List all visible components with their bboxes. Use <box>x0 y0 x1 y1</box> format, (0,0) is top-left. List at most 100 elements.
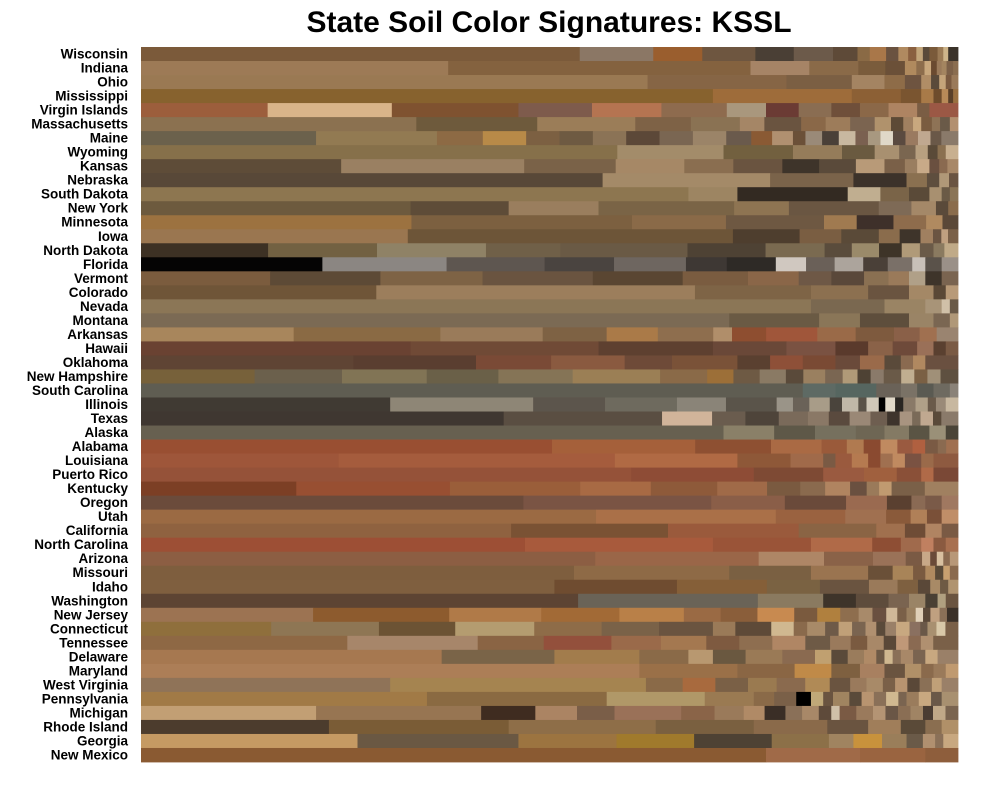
segment-connecticut-2 <box>378 621 456 637</box>
segment-georgia-12 <box>943 733 959 749</box>
segment-maine-23 <box>930 131 942 146</box>
segment-maryland-4 <box>831 663 861 679</box>
segment-arkansas-7 <box>732 327 767 342</box>
segment-kansas-12 <box>929 159 940 174</box>
row-minnesota: Minnesota <box>61 215 959 230</box>
row-alabama: Alabama <box>72 439 959 454</box>
segment-louisiana-3 <box>737 453 791 468</box>
segment-kentucky-8 <box>825 481 851 497</box>
segment-new-jersey-13 <box>886 607 898 623</box>
segment-alabama-7 <box>880 439 898 454</box>
segment-kentucky-2 <box>449 481 581 497</box>
label-tennessee: Tennessee <box>59 635 128 650</box>
segment-rhode-island-8 <box>925 719 943 735</box>
segment-north-dakota-11 <box>919 243 934 258</box>
segment-tennessee-17 <box>933 635 959 651</box>
segment-louisiana-0 <box>141 453 340 468</box>
segment-rhode-island-0 <box>141 719 330 735</box>
segment-minnesota-2 <box>632 215 727 230</box>
segment-rhode-island-7 <box>900 719 926 735</box>
segment-oregon-0 <box>141 495 524 511</box>
label-minnesota: Minnesota <box>61 215 128 230</box>
segment-california-7 <box>941 523 959 539</box>
row-oklahoma: Oklahoma <box>63 355 959 370</box>
segment-virgin-islands-0 <box>141 103 269 118</box>
segment-tennessee-1 <box>347 635 479 651</box>
segment-michigan-18 <box>897 705 911 721</box>
segment-connecticut-22 <box>936 621 946 637</box>
segment-texas-7 <box>828 411 851 426</box>
segment-illinois-11 <box>858 397 867 412</box>
segment-wyoming-7 <box>915 145 929 160</box>
segment-oklahoma-2 <box>475 355 552 370</box>
segment-connecticut-15 <box>865 621 877 637</box>
segment-west-virginia-13 <box>907 677 920 693</box>
segment-tennessee-0 <box>141 635 348 651</box>
segment-ohio-0 <box>141 75 648 90</box>
label-california: California <box>66 523 129 538</box>
segment-mississippi-8 <box>953 89 959 104</box>
segment-arkansas-1 <box>293 327 441 342</box>
segment-maine-3 <box>482 131 527 146</box>
segment-massachusetts-15 <box>931 117 941 132</box>
segment-north-dakota-5 <box>687 243 766 258</box>
segment-iowa-10 <box>948 229 959 244</box>
label-ohio: Ohio <box>97 75 128 90</box>
segment-maine-7 <box>626 131 660 146</box>
segment-vermont-1 <box>270 271 381 286</box>
segment-kansas-5 <box>733 159 783 174</box>
segment-louisiana-7 <box>851 453 869 468</box>
segment-colorado-5 <box>908 285 934 300</box>
segment-alaska-6 <box>908 425 930 440</box>
segment-virgin-islands-4 <box>591 103 662 118</box>
segment-virgin-islands-8 <box>798 103 832 118</box>
segment-iowa-9 <box>941 229 949 244</box>
segment-florida-9 <box>834 257 864 272</box>
segment-washington-3 <box>823 593 857 609</box>
segment-georgia-1 <box>357 733 519 749</box>
segment-indiana-8 <box>924 61 932 76</box>
segment-north-dakota-6 <box>765 243 825 258</box>
segment-massachusetts-7 <box>801 117 827 132</box>
segment-wisconsin-3 <box>702 47 756 62</box>
segment-michigan-21 <box>932 705 946 721</box>
segment-maine-20 <box>892 131 906 146</box>
segment-massachusetts-6 <box>764 117 802 132</box>
segment-wisconsin-12 <box>916 47 924 62</box>
label-alaska: Alaska <box>84 425 128 440</box>
segment-wyoming-2 <box>723 145 794 160</box>
segment-delaware-11 <box>864 649 877 665</box>
segment-new-hampshire-5 <box>572 369 661 384</box>
segment-oklahoma-4 <box>624 355 673 370</box>
segment-maine-11 <box>751 131 773 146</box>
segment-rhode-island-9 <box>941 719 959 735</box>
segment-pennsylvania-2 <box>606 691 706 707</box>
segment-massachusetts-8 <box>825 117 851 132</box>
segment-missouri-7 <box>925 565 936 581</box>
segment-illinois-7 <box>792 397 810 412</box>
segment-wyoming-9 <box>937 145 947 160</box>
segment-idaho-1 <box>554 579 678 595</box>
segment-new-jersey-2 <box>449 607 542 623</box>
segment-north-dakota-9 <box>879 243 903 258</box>
segment-kentucky-1 <box>296 481 451 497</box>
segment-oregon-5 <box>886 495 912 511</box>
segment-delaware-13 <box>884 649 894 665</box>
segment-new-jersey-6 <box>720 607 758 623</box>
segment-oregon-2 <box>711 495 786 511</box>
segment-georgia-2 <box>518 733 617 749</box>
segment-iowa-4 <box>841 229 880 244</box>
segment-north-dakota-12 <box>933 243 945 258</box>
segment-connecticut-16 <box>876 621 886 637</box>
segment-iowa-8 <box>932 229 942 244</box>
segment-new-jersey-4 <box>619 607 685 623</box>
segment-connecticut-18 <box>896 621 910 637</box>
segment-arkansas-12 <box>919 327 938 342</box>
segment-maine-8 <box>659 131 694 146</box>
segment-illinois-3 <box>605 397 678 412</box>
segment-kentucky-3 <box>580 481 652 497</box>
segment-massachusetts-14 <box>921 117 933 132</box>
label-louisiana: Louisiana <box>65 453 129 468</box>
segment-missouri-1 <box>574 565 730 581</box>
segment-arkansas-8 <box>766 327 818 342</box>
